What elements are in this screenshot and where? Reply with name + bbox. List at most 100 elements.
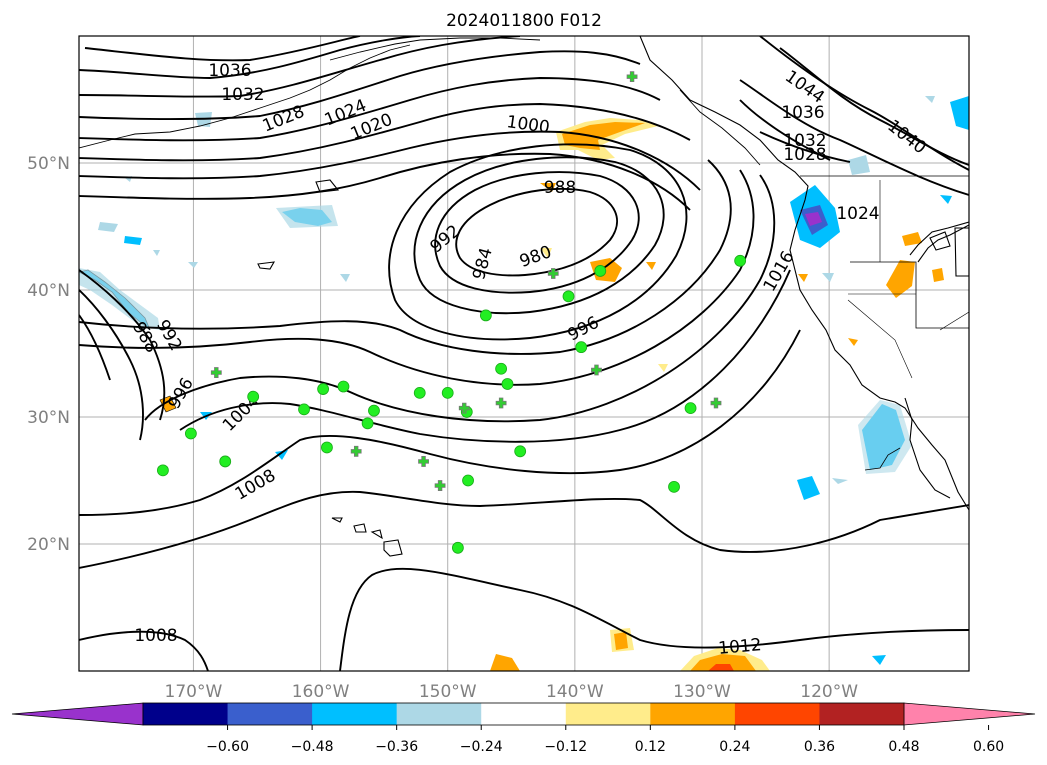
observation-circle-marker — [219, 455, 232, 468]
observation-circle-marker — [441, 386, 454, 399]
positive-anomaly-patch — [886, 260, 915, 298]
latitude-tick-label: 20°N — [27, 535, 70, 555]
positive-anomaly-patch — [562, 122, 645, 150]
colorbar: −0.60 −0.48 −0.36 −0.24 −0.12 0.12 0.24 0.36 0.4… — [11, 702, 1036, 755]
colorbar-outline — [142, 702, 905, 726]
negative-anomaly-patch — [940, 195, 952, 204]
positive-anomaly-patch — [848, 338, 858, 346]
negative-anomaly-patch — [848, 155, 870, 175]
observation-circle-marker — [361, 417, 374, 430]
negative-anomaly-patch — [805, 212, 822, 226]
isobar-label: 1032 — [783, 131, 826, 151]
longitude-tick-label: 160°W — [292, 682, 350, 702]
observation-circle-marker — [317, 383, 330, 395]
negative-anomaly-patch — [275, 450, 288, 460]
graticule — [79, 36, 969, 671]
longitude-tick-label: 140°W — [546, 682, 604, 702]
longitude-tick-label: 120°W — [800, 682, 858, 702]
negative-anomaly-patch — [858, 400, 912, 474]
negative-anomaly-patch — [340, 274, 350, 282]
observation-circle-marker — [562, 290, 575, 303]
observation-cross-marker — [710, 397, 722, 409]
colorbar-tick-label: −0.48 — [291, 739, 334, 755]
observation-cross-marker — [458, 402, 470, 414]
longitude-labels: 170°W 160°W 150°W 140°W 130°W 120°W — [165, 682, 859, 702]
colorbar-swatch — [396, 703, 482, 725]
observation-cross-marker — [434, 480, 446, 491]
observation-cross-marker — [350, 445, 362, 457]
positive-anomaly-patch — [708, 664, 734, 671]
colorbar-extend-high — [903, 702, 1036, 726]
observation-circle-marker — [451, 541, 464, 554]
colorbar-tick-label: −0.24 — [460, 739, 503, 755]
longitude-tick-label: 170°W — [165, 682, 223, 702]
observation-circle-marker — [184, 427, 197, 440]
observation-markers — [157, 71, 747, 554]
isobar-label: 1032 — [221, 85, 264, 105]
positive-anomaly-patch — [490, 654, 520, 671]
negative-anomaly-patch — [79, 268, 160, 330]
observation-cross-marker — [495, 397, 507, 409]
positive-anomaly-patch — [658, 364, 668, 372]
isobars — [79, 36, 969, 671]
map-title: 2024011800 F012 — [446, 11, 602, 31]
negative-anomaly-patch — [950, 96, 969, 130]
positive-anomaly-patch — [614, 632, 628, 650]
colorbar-tick-label: 0.48 — [888, 739, 919, 755]
colorbar-tick-label: 0.24 — [719, 739, 750, 755]
observation-circle-marker — [734, 254, 747, 267]
observation-circle-marker — [157, 464, 169, 477]
latitude-tick-label: 30°N — [27, 408, 70, 428]
observation-circle-marker — [575, 341, 588, 354]
negative-anomaly-patch — [276, 205, 338, 228]
observation-circle-marker — [495, 362, 508, 375]
observation-circle-marker — [479, 309, 492, 322]
colorbar-swatch — [734, 703, 820, 725]
observation-cross-marker — [626, 71, 638, 83]
positive-anomaly-patch — [540, 248, 552, 258]
isobar-label: 988 — [544, 178, 576, 198]
colorbar-extend-low — [11, 702, 144, 726]
negative-anomaly-patch — [925, 96, 935, 103]
positive-anomaly-patch — [902, 232, 922, 246]
observation-cross-marker — [591, 364, 602, 376]
negative-anomaly-patch — [153, 250, 160, 256]
latitude-tick-label: 40°N — [27, 281, 70, 301]
isobar-label: 1028 — [783, 145, 826, 165]
colorbar-swatch — [143, 703, 229, 725]
observation-circle-marker — [321, 441, 333, 454]
observation-circle-marker — [413, 386, 426, 399]
colorbar-swatch — [650, 703, 736, 725]
positive-anomaly-patch — [798, 274, 808, 282]
observation-circle-marker — [337, 380, 350, 393]
negative-anomaly-patch — [124, 236, 142, 245]
isobar-label: 1024 — [836, 204, 879, 224]
isobar-label: 1008 — [134, 626, 177, 646]
observation-circle-marker — [514, 445, 527, 458]
negative-anomaly-patch — [832, 478, 848, 484]
negative-anomaly-patch — [822, 273, 834, 282]
colorbar-tick-label: 0.60 — [973, 739, 1004, 755]
colorbar-tick-label: 0.12 — [635, 739, 666, 755]
observation-circle-marker — [247, 390, 260, 403]
negative-anomaly-patch — [98, 222, 118, 232]
latitude-tick-label: 50°N — [27, 154, 70, 174]
observation-circle-marker — [684, 402, 697, 415]
negative-anomaly-patch — [872, 655, 886, 665]
observation-circle-marker — [368, 404, 380, 417]
positive-anomaly-patch — [690, 654, 756, 671]
colorbar-tick-label: −0.60 — [206, 739, 249, 755]
colorbar-tick-label: 0.36 — [804, 739, 835, 755]
colorbar-swatch — [819, 703, 905, 725]
observation-circle-marker — [462, 474, 474, 487]
observation-circle-marker — [594, 265, 607, 277]
isobar-label: 1036 — [781, 103, 824, 123]
latitude-labels: 20°N 30°N 40°N 50°N — [27, 154, 70, 555]
observation-circle-marker — [668, 480, 680, 493]
anomaly-shading — [79, 96, 969, 671]
colorbar-swatch — [481, 703, 567, 725]
positive-anomaly-patch — [646, 262, 656, 270]
colorbar-swatch — [227, 703, 313, 725]
observation-cross-marker — [547, 268, 559, 279]
observation-circle-marker — [298, 403, 310, 416]
